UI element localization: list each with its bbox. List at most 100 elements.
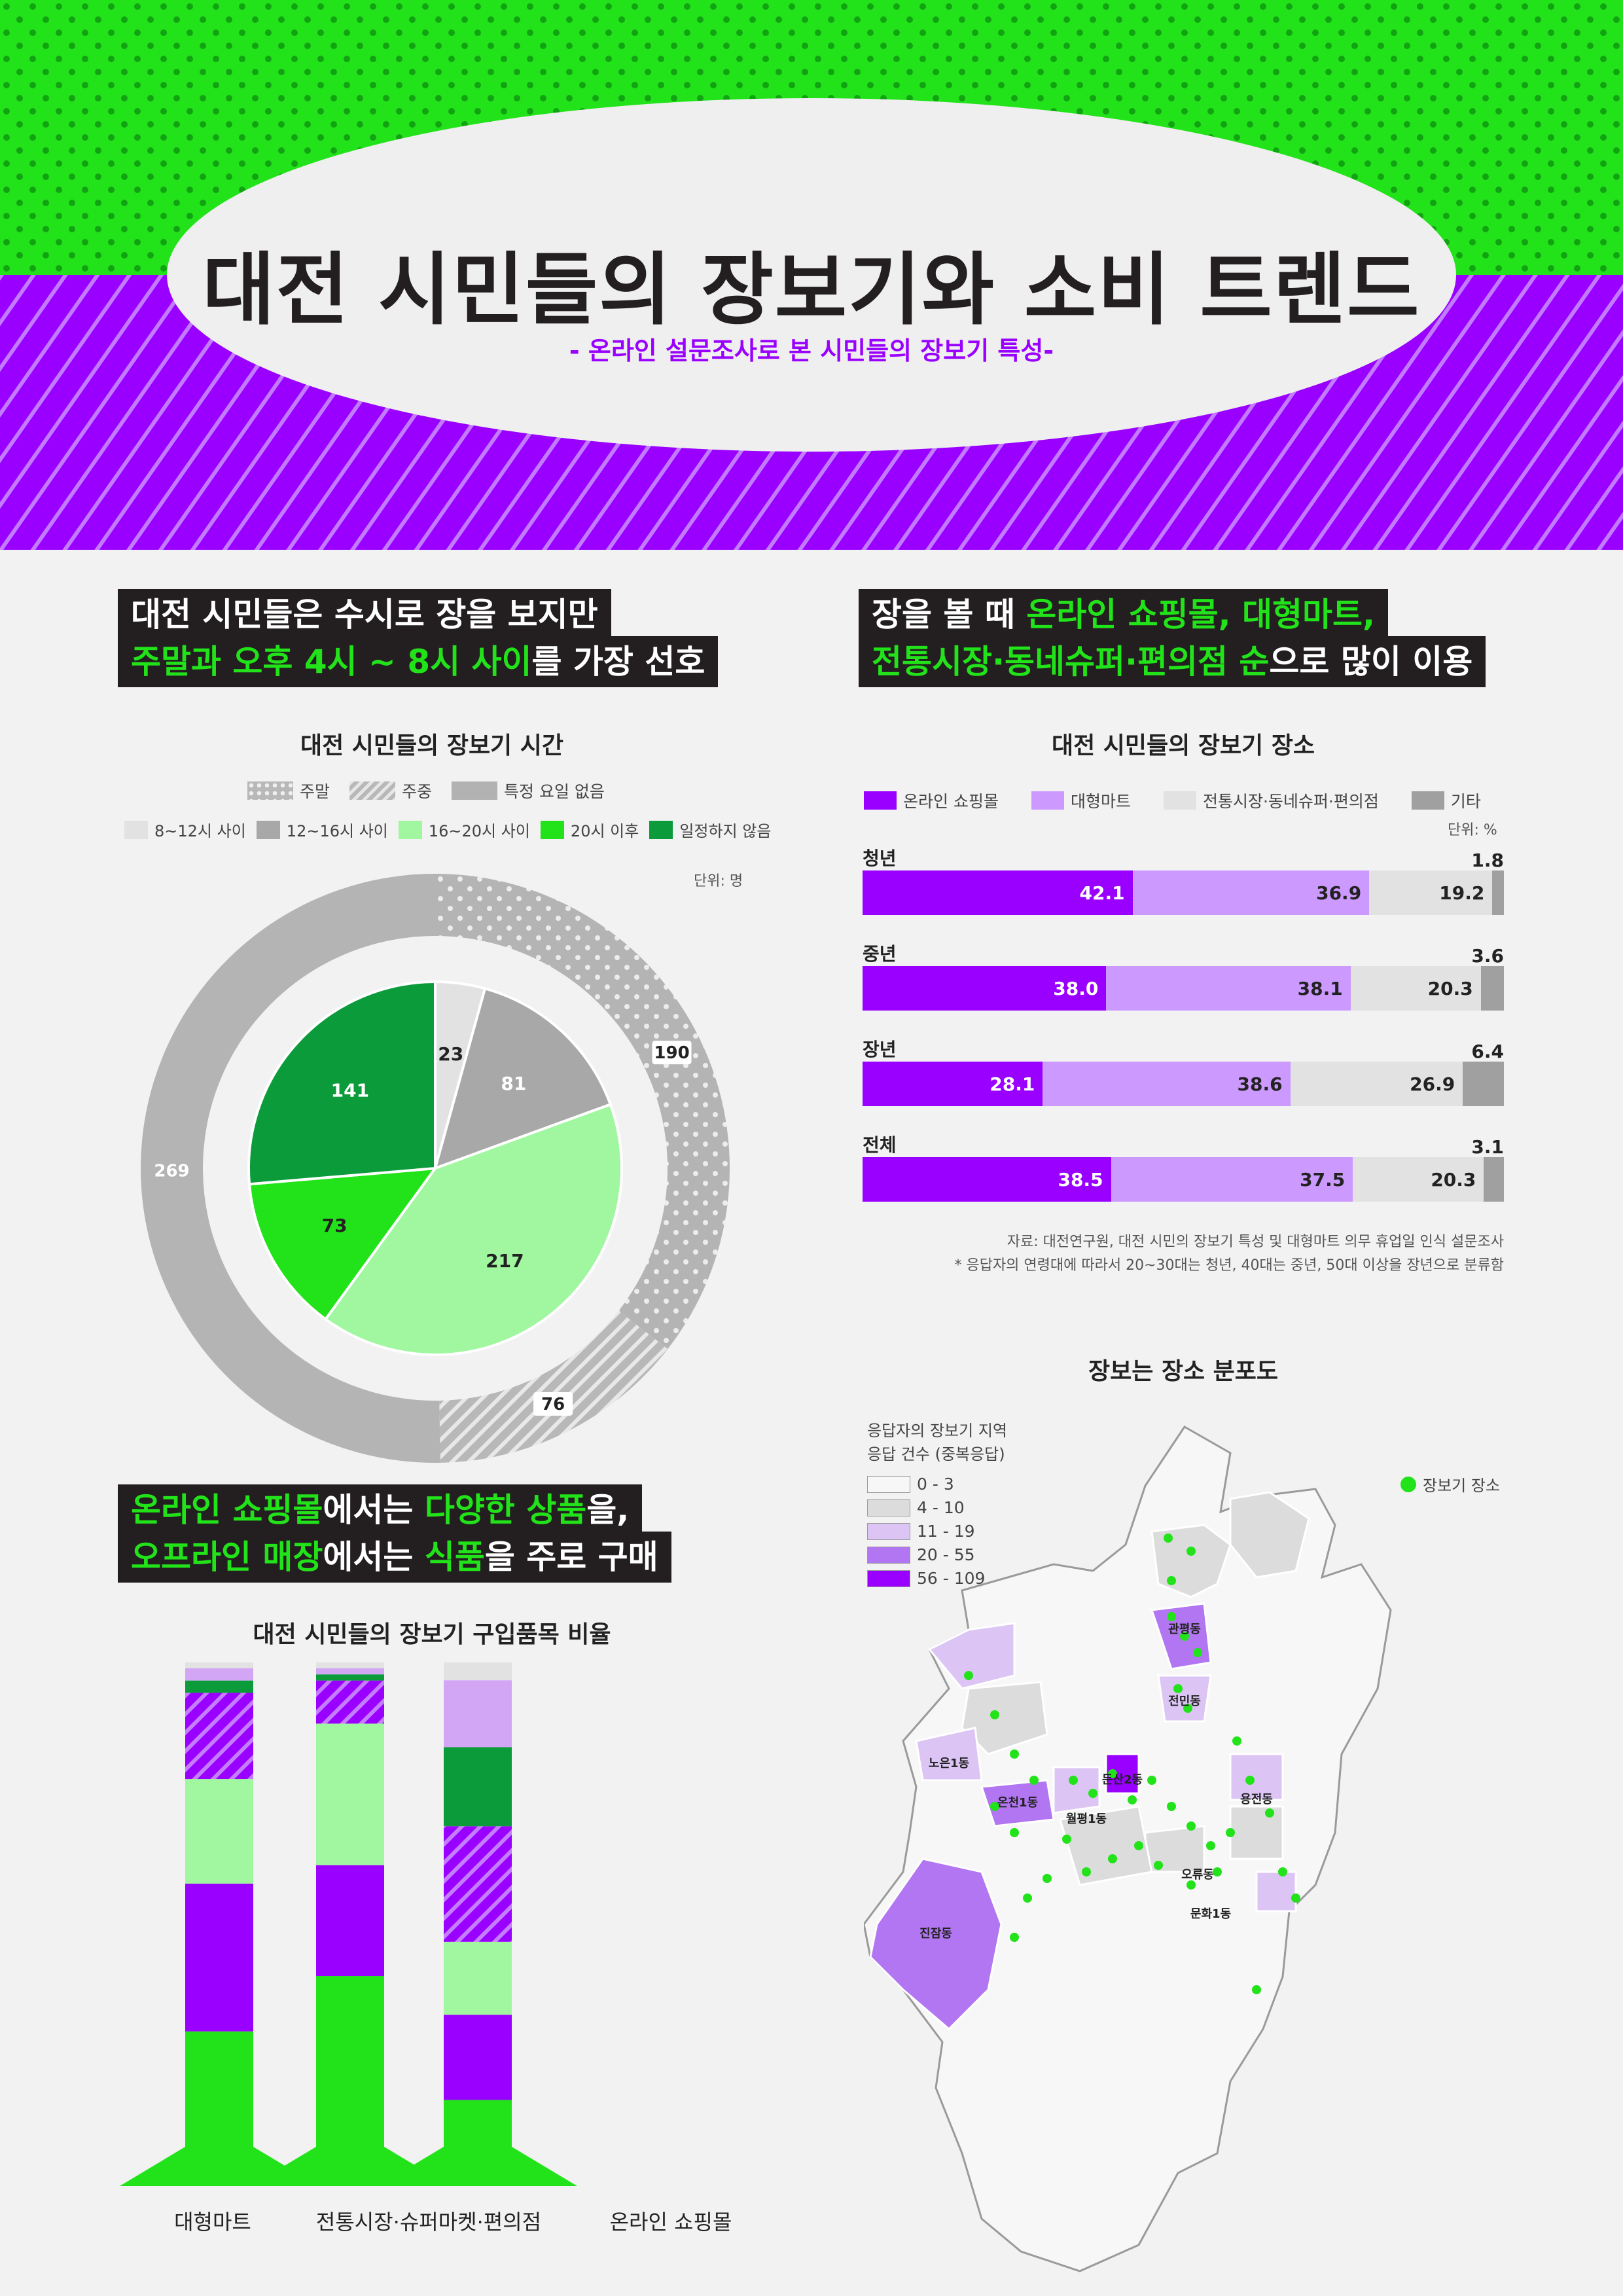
map-label-wolpyeong: 월평1동 (1066, 1812, 1107, 1826)
bar-row-label-3: 전체 (863, 1134, 897, 1156)
time-donut-chart: 190 76 269 23 81 217 73 141 (141, 874, 730, 1463)
map-label-yongjeon: 용전동 (1240, 1793, 1273, 1806)
bar-row-label-1: 중년 (863, 943, 897, 965)
map-label-gwanpyeong: 관평동 (1168, 1623, 1201, 1636)
bar-value-2-3: 6.4 (1471, 1041, 1504, 1062)
bar-value-1-0: 38.0 (1053, 978, 1099, 999)
map-legend: 응답자의 장보기 지역 응답 건수 (중복응답) 0 - 3 4 - 10 11… (867, 1419, 1007, 1590)
stack-seg-2-1 (444, 2015, 512, 2100)
svg-text:190: 190 (654, 1043, 689, 1063)
place-unit: 단위: % (1448, 822, 1497, 838)
age-note: * 응답자의 연령대에 따라서 20~30대는 청년, 40대는 중년, 50대… (954, 1257, 1504, 1274)
place-bar-chart: 청년 42.1 36.9 19.2 1.8 중년 38.0 38.1 20.3 3.6 장년 28.1… (863, 844, 1504, 1211)
items-chart-title: 대전 시민들의 장보기 구입품목 비율 (253, 1621, 611, 1648)
bar-value-2-2: 26.9 (1410, 1073, 1455, 1095)
bar-value-1-3: 3.6 (1471, 945, 1504, 967)
header-background (0, 0, 1623, 550)
stack-seg-2-6 (444, 1662, 512, 1681)
stack-seg-2-5 (444, 1680, 512, 1748)
page-title: 대전 시민들의 장보기와 소비 트렌드 (202, 245, 1421, 336)
map-label-dunsan: 둔산2동 (1102, 1773, 1143, 1787)
bar-value-3-1: 37.5 (1300, 1169, 1346, 1191)
pie-slice-4 (247, 980, 437, 1186)
bar-seg-0-2 (1369, 870, 1493, 915)
title-ellipse (167, 98, 1456, 452)
place-notes: 자료: 대전연구원, 대전 시민의 장보기 특성 및 대형마트 의무 휴업일 인… (863, 1230, 1504, 1278)
bar-seg-1-1 (1106, 966, 1351, 1011)
bar-seg-1-2 (1350, 966, 1481, 1011)
items-bar-chart (120, 1662, 577, 2186)
bar-value-0-0: 42.1 (1079, 882, 1125, 904)
section1-headline-line2: 주말과 오후 4시 ~ 8시 사이를 가장 선호 (118, 636, 719, 687)
bar-value-1-2: 20.3 (1427, 978, 1473, 999)
bar-seg-1-0 (863, 966, 1107, 1011)
section3-headline-line1: 온라인 쇼핑몰에서는 다양한 상품을, (118, 1484, 643, 1535)
pie-slice-1 (433, 986, 613, 1171)
items-label-online: 온라인 쇼핑몰 (609, 2210, 732, 2234)
bar-value-2-1: 38.6 (1237, 1073, 1283, 1095)
bar-seg-0-3 (1492, 870, 1504, 915)
page-subtitle: - 온라인 설문조사로 본 시민들의 장보기 특성- (569, 336, 1054, 365)
stack-seg-0-2 (185, 1779, 253, 1884)
stack-seg-1-6 (316, 1662, 384, 1668)
bar-seg-3-0 (863, 1157, 1111, 1202)
stack-seg-0-4 (185, 1680, 253, 1693)
bar-row-label-2: 장년 (863, 1039, 897, 1060)
header-banner: 대전 시민들의 장보기와 소비 트렌드 - 온라인 설문조사로 본 시민들의 장… (0, 0, 1623, 550)
bar-value-2-0: 28.1 (990, 1073, 1035, 1095)
items-label-market: 전통시장·슈퍼마켓·편의점 (315, 2210, 542, 2234)
map-title: 장보는 장소 분포도 (1088, 1358, 1279, 1385)
stack-seg-0-3 (185, 1693, 253, 1780)
ring-noday (141, 874, 440, 1463)
legend-weekend-swatch (247, 781, 293, 800)
stack-seg-1-4 (316, 1674, 384, 1681)
pie-label-1: 81 (501, 1073, 526, 1094)
pie-label-0: 23 (438, 1043, 463, 1065)
daejeon-map: 관평동 전민동 노은1동 온천1동 둔산2동 월평1동 용전동 오류동 문화1동… (864, 1426, 1392, 2272)
ring-noday-label: 269 (154, 1162, 189, 1181)
bar-seg-2-3 (1463, 1062, 1504, 1106)
stack-seg-1-0 (316, 1976, 384, 2173)
bar-value-3-0: 38.5 (1058, 1169, 1103, 1191)
map-label-oncheon: 온천1동 (997, 1796, 1038, 1810)
ring-weekend (435, 874, 730, 1350)
section3-headline-line2: 오프라인 매장에서는 식품을 주로 구매 (118, 1532, 671, 1583)
section1-headline-line1: 대전 시민들은 수시로 장을 보지만 (118, 589, 611, 640)
section2-headline-line2: 전통시장·동네슈퍼·편의점 순으로 많이 이용 (859, 636, 1486, 687)
map-legend-title1: 응답자의 장보기 지역 (867, 1422, 1007, 1440)
bar-seg-0-0 (863, 870, 1133, 915)
bar-value-0-2: 19.2 (1439, 882, 1485, 904)
ring-weekday (439, 1310, 668, 1463)
stack-seg-2-0 (444, 2100, 512, 2173)
map-legend-title2: 응답 건수 (중복응답) (867, 1445, 1005, 1463)
stack-seg-0-1 (185, 1883, 253, 2032)
time-legend-inner: 8~12시 사이 12~16시 사이 16~20시 사이 20시 이후 일정하지… (124, 818, 771, 841)
stack-seg-1-2 (316, 1723, 384, 1865)
bar-value-1-1: 38.1 (1297, 978, 1343, 999)
time-legend-outer: 주말 주중 특정 요일 없음 (247, 779, 605, 802)
bar-seg-2-1 (1043, 1062, 1291, 1106)
source-note: 자료: 대전연구원, 대전 시민의 장보기 특성 및 대형마트 의무 휴업일 인… (1007, 1234, 1504, 1250)
map-label-oryu: 오류동 (1181, 1868, 1214, 1882)
bar-seg-0-1 (1132, 870, 1370, 915)
svg-text:76: 76 (541, 1395, 565, 1414)
map-label-jinjam: 진잠동 (919, 1927, 952, 1941)
stack-seg-0-6 (185, 1662, 253, 1668)
place-legend: 온라인 쇼핑몰 대형마트 전통시장·동네슈퍼·편의점 기타 (864, 789, 1481, 812)
items-axis: 대형마트 전통시장·슈퍼마켓·편의점 온라인 쇼핑몰 (118, 2206, 772, 2238)
map-point-legend: 장보기 장소 (1400, 1473, 1500, 1496)
bar-seg-3-1 (1111, 1157, 1353, 1202)
point-icon (1400, 1476, 1416, 1492)
map-label-munhwa: 문화1동 (1190, 1907, 1231, 1921)
bar-seg-2-2 (1290, 1062, 1463, 1106)
stack-seg-1-5 (316, 1668, 384, 1675)
pie-label-3: 73 (322, 1215, 348, 1236)
time-chart-title: 대전 시민들의 장보기 시간 (300, 732, 563, 759)
ring-weekday-label: 76 (533, 1391, 573, 1416)
stack-seg-0-5 (185, 1668, 253, 1681)
items-label-mart: 대형마트 (174, 2210, 251, 2234)
stack-seg-2-2 (444, 1941, 512, 2015)
bar-seg-3-2 (1353, 1157, 1484, 1202)
svg-text:269: 269 (154, 1162, 189, 1181)
pie-label-2: 217 (486, 1250, 524, 1272)
